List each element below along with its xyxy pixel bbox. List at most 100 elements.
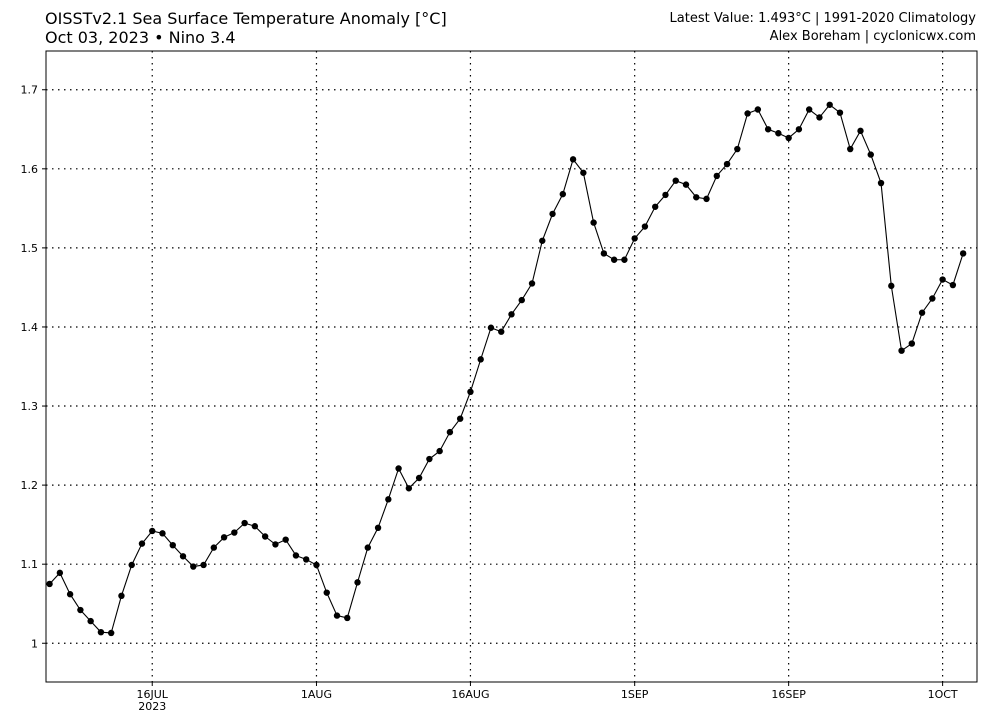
data-point	[518, 296, 525, 304]
data-point	[313, 561, 320, 569]
data-series	[46, 101, 967, 637]
data-point	[539, 237, 546, 244]
data-point	[169, 542, 176, 549]
data-point	[107, 629, 115, 637]
y-tick-label: 1.6	[21, 163, 39, 176]
data-point	[97, 628, 105, 636]
data-point	[77, 606, 84, 614]
latest-value-info: Latest Value: 1.493°C | 1991-2020 Climat…	[669, 11, 976, 26]
data-point	[46, 580, 53, 588]
y-tick-label: 1.2	[21, 479, 39, 492]
data-point	[600, 250, 608, 257]
chart-subtitle: Oct 03, 2023 • Nino 3.4	[45, 28, 236, 47]
data-point	[898, 347, 905, 354]
y-tick-label: 1.7	[21, 84, 39, 97]
data-point	[734, 145, 741, 153]
data-point	[354, 579, 361, 586]
data-point	[56, 569, 64, 577]
data-point	[610, 256, 618, 263]
x-tick-label: 1OCT	[928, 688, 958, 701]
data-point	[364, 544, 371, 551]
data-point	[426, 455, 433, 463]
data-point	[621, 256, 628, 263]
data-point	[805, 106, 813, 113]
bullet-separator: •	[154, 28, 169, 47]
data-point	[179, 553, 187, 560]
data-point	[816, 114, 823, 121]
data-point	[549, 210, 556, 218]
data-point	[795, 126, 803, 133]
y-tick-label: 1.4	[21, 321, 39, 334]
data-point	[888, 282, 895, 290]
plot-frame	[45, 50, 978, 683]
data-point	[693, 194, 700, 201]
data-point	[220, 534, 228, 541]
x-tick-label: 16JUL	[137, 688, 169, 701]
data-point	[528, 280, 536, 287]
chart-date: Oct 03, 2023	[45, 28, 149, 47]
data-point	[959, 250, 967, 257]
data-point	[272, 541, 279, 548]
data-point	[395, 465, 402, 472]
data-point	[590, 219, 597, 226]
data-point	[877, 179, 885, 187]
data-point	[641, 223, 649, 230]
y-tick-label: 1	[31, 637, 38, 650]
data-point	[569, 156, 577, 163]
data-point	[159, 530, 166, 537]
x-tick-sublabel: 2023	[138, 700, 166, 713]
data-point	[190, 563, 197, 570]
data-point	[918, 309, 926, 316]
y-tick-label: 1.1	[21, 558, 39, 571]
data-point	[261, 533, 269, 540]
data-point	[559, 190, 567, 198]
data-point	[66, 591, 74, 598]
data-point	[446, 428, 454, 436]
data-point	[200, 561, 207, 569]
data-point	[477, 356, 484, 363]
data-point	[467, 388, 474, 395]
data-point	[662, 191, 669, 199]
data-point	[744, 110, 751, 117]
data-point	[929, 295, 936, 302]
data-point	[292, 552, 300, 559]
data-point	[456, 415, 464, 422]
data-point	[754, 106, 762, 113]
data-point	[867, 151, 874, 158]
data-point	[785, 134, 792, 142]
data-point	[149, 527, 156, 535]
data-point	[118, 592, 125, 600]
series-line	[49, 104, 964, 634]
x-tick-label: 1SEP	[621, 688, 649, 701]
data-point	[303, 556, 310, 563]
data-point	[713, 172, 720, 180]
data-point	[508, 311, 515, 318]
data-point	[672, 177, 679, 184]
data-point	[231, 529, 238, 536]
data-point	[138, 540, 146, 547]
data-point	[282, 536, 289, 543]
data-point	[405, 485, 413, 492]
y-tick-label: 1.3	[21, 400, 39, 413]
data-point	[333, 612, 341, 619]
chart-title: OISSTv2.1 Sea Surface Temperature Anomal…	[45, 9, 447, 28]
grid	[46, 51, 977, 682]
data-point	[764, 126, 772, 133]
x-tick-label: 16AUG	[451, 688, 489, 701]
data-point	[344, 614, 351, 622]
x-tick-label: 1AUG	[301, 688, 332, 701]
credit-info: Alex Boreham | cyclonicwx.com	[769, 29, 976, 44]
data-point	[682, 181, 690, 188]
chart-region: Nino 3.4	[168, 28, 236, 47]
data-point	[487, 324, 495, 331]
data-point	[580, 169, 587, 176]
data-point	[703, 195, 710, 203]
data-point	[498, 328, 505, 335]
x-tick-label: 16SEP	[771, 688, 806, 701]
data-point	[775, 130, 782, 137]
data-point	[652, 203, 659, 210]
data-point	[87, 617, 94, 625]
data-point	[251, 523, 259, 530]
